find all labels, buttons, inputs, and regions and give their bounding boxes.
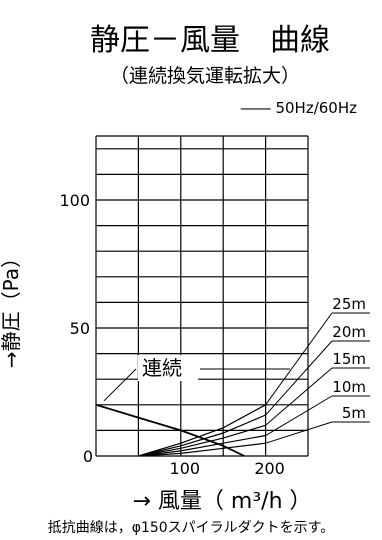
resistance-curve-label: 15m	[332, 350, 366, 368]
y-tick-labels: 100 50	[59, 191, 90, 338]
resistance-curve-label: 5m	[342, 404, 366, 422]
resistance-label-leader	[265, 312, 333, 406]
resistance-curve-line	[138, 404, 266, 457]
x-tick-label: 0	[83, 447, 93, 466]
x-tick-label: 200	[254, 459, 285, 478]
series-group: 連続 25m 20m 15m 10m 5m	[95, 295, 370, 457]
y-axis-label: →静圧（Pa）	[0, 248, 23, 368]
resistance-label-leader	[265, 367, 333, 426]
chart-subtitle: （連続換気運転拡大）	[110, 65, 300, 87]
resistance-label-leader	[265, 395, 333, 436]
resistance-curve-line	[138, 414, 266, 457]
resistance-curve-label: 10m	[332, 378, 366, 396]
fan-curve-line	[95, 403, 245, 457]
resistance-curve-line	[138, 434, 266, 457]
resistance-label-leader	[265, 340, 333, 416]
x-tick-labels: 0 100 200	[83, 447, 285, 478]
fan-curve-label: 連続	[142, 356, 182, 380]
resistance-curve-line	[138, 424, 266, 457]
x-axis-label: → 風量（ m³/h ）	[132, 489, 311, 514]
resistance-curve-label: 25m	[332, 295, 366, 313]
fan-curve-label-bg	[138, 355, 198, 381]
resistance-curve-label: 20m	[332, 323, 366, 341]
grid	[95, 135, 309, 457]
resistance-label-leader	[265, 421, 333, 444]
resistance-curve-line	[138, 442, 266, 457]
chart-title: 静圧－風量 曲線	[90, 23, 330, 58]
y-tick-label: 50	[70, 319, 90, 338]
y-tick-label: 100	[59, 191, 90, 210]
footnote: 抵抗曲線は，φ150スパイラルダクトを示す。	[48, 520, 335, 536]
x-tick-label: 100	[170, 459, 201, 478]
legend-text: ―― 50Hz/60Hz	[241, 99, 357, 117]
fan-curve-label-leader	[103, 368, 137, 402]
